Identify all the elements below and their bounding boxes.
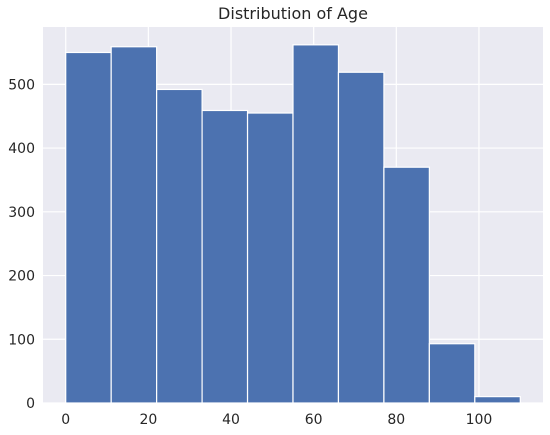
x-axis-ticks: 0 20 40 60 80 100 <box>61 412 492 428</box>
histogram-bar <box>383 166 430 404</box>
histogram-bar <box>474 396 521 404</box>
x-tick-label: 40 <box>222 412 240 428</box>
x-tick-label: 60 <box>305 412 323 428</box>
y-tick-label: 400 <box>8 141 35 157</box>
x-tick-label: 80 <box>387 412 405 428</box>
histogram-bar <box>292 44 340 404</box>
y-tick-label: 300 <box>8 205 35 221</box>
bars <box>65 44 521 404</box>
y-tick-label: 0 <box>26 396 35 412</box>
histogram-bar <box>156 88 203 404</box>
histogram-bar <box>65 51 112 404</box>
histogram-bar <box>337 71 385 404</box>
histogram-bar <box>110 46 158 404</box>
y-tick-label: 500 <box>8 77 35 93</box>
histogram-bar <box>246 112 294 404</box>
histogram-bar <box>201 109 249 404</box>
chart-title: Distribution of Age <box>218 4 368 23</box>
x-tick-label: 20 <box>139 412 157 428</box>
histogram-bar <box>428 343 476 404</box>
x-tick-label: 100 <box>466 412 493 428</box>
y-axis-ticks: 0 100 200 300 400 500 <box>8 77 35 412</box>
x-tick-label: 0 <box>61 412 70 428</box>
y-tick-label: 100 <box>8 332 35 348</box>
y-tick-label: 200 <box>8 269 35 285</box>
